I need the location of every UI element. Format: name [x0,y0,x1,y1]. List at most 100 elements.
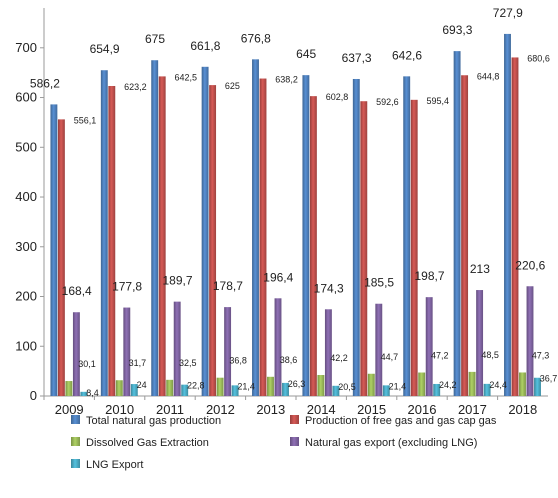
bar-value-label: 675 [145,32,165,46]
y-tick-label: 0 [30,388,37,403]
bar-value-label: 47,2 [431,351,449,361]
bar-value-label: 185,5 [364,276,394,290]
bar [317,375,325,396]
bar-value-label: 42,2 [330,353,348,363]
legend-label: Dissolved Gas Extraction [86,437,209,449]
bar-value-label: 602,8 [326,92,349,102]
bar [252,59,259,396]
bar-value-label: 625 [225,81,240,91]
bar-value-label: 637,3 [342,51,372,65]
bar [209,85,217,396]
y-tick-label: 300 [15,239,37,254]
bar [201,66,209,396]
bar [461,75,469,397]
bar-value-label: 196,4 [263,270,293,284]
x-tick-label: 2009 [55,402,84,417]
bar-value-label: 642,6 [392,48,422,62]
bar [115,380,123,396]
bar [181,384,189,396]
bar-value-label: 595,4 [427,96,450,106]
bar [403,76,411,397]
y-tick-label: 700 [15,40,37,55]
bar [267,376,274,396]
value-labels: 586,2 556,1 30,1 168,4 8,4 654,9 623,2 31,7 177,… [30,6,557,398]
y-tick-label: 100 [15,338,37,353]
bar [72,312,80,396]
bar [158,76,166,397]
bar-value-label: 26,3 [288,379,306,389]
bar-value-label: 48,5 [481,350,499,360]
bar-value-label: 586,2 [30,76,60,90]
bar [324,309,332,396]
bar [166,379,174,396]
y-tick-label: 600 [15,90,37,105]
bar-value-label: 189,7 [162,274,192,288]
bar [173,301,181,396]
bar-value-label: 644,8 [477,71,500,81]
bar [100,70,108,396]
bar [375,303,383,396]
bar [108,85,116,396]
bar [151,60,159,396]
x-tick-label: 2017 [458,402,487,417]
bar [418,372,426,396]
bar-value-label: 680,6 [527,53,550,63]
bar-value-label: 24 [137,380,147,390]
bar-value-label: 642,5 [175,72,198,82]
bar [511,57,519,396]
bar [367,373,375,396]
bar-value-label: 24,2 [439,380,457,390]
bar-value-label: 36,7 [540,374,558,384]
bar [410,99,418,397]
bar-value-label: 676,8 [241,31,271,45]
bar-value-label: 198,7 [414,269,444,283]
bar-value-label: 661,8 [190,39,220,53]
legend-swatch [290,415,299,424]
bar-value-label: 220,6 [515,258,545,272]
bar-value-label: 38,6 [280,355,298,365]
bar-value-label: 727,9 [493,6,523,20]
legend-swatch [290,437,299,446]
legend-swatch [71,415,80,424]
bar [50,104,58,396]
bar-value-label: 654,9 [90,42,120,56]
bar-value-label: 22,8 [187,381,205,391]
bar [231,385,239,396]
x-tick-label: 2015 [357,402,386,417]
x-tick-label: 2018 [508,402,537,417]
bar-value-label: 174,3 [314,281,344,295]
x-tick-label: 2016 [408,402,437,417]
bar [476,290,484,396]
bar-value-label: 31,7 [129,358,147,368]
bar [453,51,461,397]
axes: 0 100 200 300 400 500 600 700 2009 2010 2011 2012 20… [15,8,548,417]
y-tick-label: 500 [15,139,37,154]
bar-value-label: 32,5 [179,358,197,368]
bar-value-label: 21,4 [237,381,255,391]
bar [360,101,368,397]
legend-label: Total natural gas production [86,415,221,427]
x-tick-label: 2012 [206,402,235,417]
legend-label: LNG Export [86,459,143,471]
x-tick-label: 2013 [256,402,285,417]
bar [483,383,491,396]
bar [130,384,138,396]
bar-value-label: 592,6 [376,97,399,107]
bar [382,385,390,396]
x-tick-label: 2014 [307,402,336,417]
bar [274,298,282,396]
legend-label: Natural gas export (excluding LNG) [305,437,477,449]
bar [282,382,289,396]
y-tick-label: 400 [15,189,37,204]
bar [216,377,224,396]
bar-value-label: 8,4 [86,388,99,398]
bar [259,78,267,396]
bar [309,96,317,397]
legend: Total natural gas production Production o… [71,415,497,471]
bar-value-label: 24,4 [489,380,507,390]
x-tick-label: 2011 [156,402,184,417]
bar [504,33,511,396]
bar [123,307,131,396]
bar [224,307,232,396]
